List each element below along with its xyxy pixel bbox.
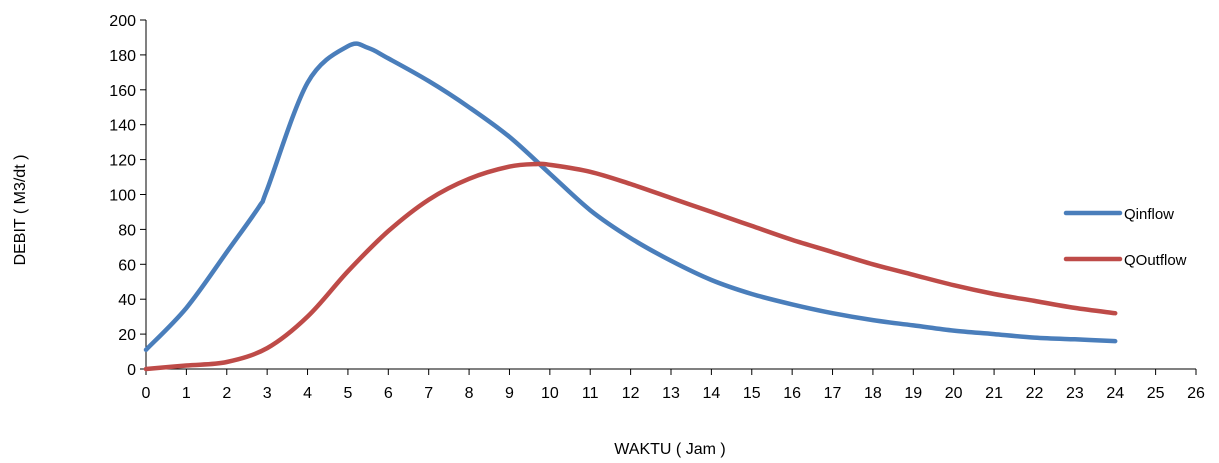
x-tick-label: 23 [1066,385,1084,402]
legend-label-qoutflow: QOutflow [1124,252,1187,269]
x-tick-label: 21 [985,385,1003,402]
x-tick-label: 8 [465,385,474,402]
x-tick-label: 2 [222,385,231,402]
x-tick-label: 16 [783,385,801,402]
x-tick-label: 0 [142,385,151,402]
y-axis-title: DEBIT ( M3/dt ) [12,155,29,266]
x-tick-label: 1 [182,385,191,402]
x-tick-label: 25 [1147,385,1165,402]
y-tick-label: 180 [109,48,136,65]
y-tick-label: 80 [118,222,136,239]
series-line-qoutflow [143,161,1118,372]
y-tick-label: 200 [109,13,136,30]
x-tick-label: 20 [945,385,963,402]
x-tick-label: 5 [343,385,352,402]
x-tick-label: 4 [303,385,312,402]
x-tick-label: 15 [743,385,761,402]
x-tick-label: 11 [582,385,599,402]
series-lines [143,41,1118,372]
x-tick-label: 24 [1106,385,1124,402]
y-tick-label: 40 [118,292,136,309]
x-tick-label: 26 [1187,385,1205,402]
y-tick-label: 20 [118,327,136,344]
y-tick-label: 160 [109,83,136,100]
x-tick-label: 22 [1026,385,1044,402]
x-tick-label: 12 [622,385,640,402]
legend: Qinflow QOutflow [1063,206,1187,269]
x-axis-title: WAKTU ( Jam ) [614,441,725,458]
y-tick-label: 100 [109,188,136,205]
x-tick-label: 14 [702,385,720,402]
y-tick-label: 120 [109,153,136,170]
x-tick-label: 9 [505,385,514,402]
x-tick-label: 17 [824,385,842,402]
legend-label-qinflow: Qinflow [1124,206,1174,223]
y-tick-label: 140 [109,118,136,135]
x-tick-label: 3 [263,385,272,402]
y-tick-label: 0 [127,362,136,379]
x-tick-label: 6 [384,385,393,402]
x-axis-ticks: 0 1 2 3 4 5 6 7 8 9 10 11 12 13 14 15 16 17 18 19 20 21 22 23 24… [142,369,1205,402]
x-tick-label: 18 [864,385,882,402]
series-line-qinflow [143,41,1118,353]
y-tick-label: 60 [118,257,136,274]
y-axis-ticks: 0 20 40 60 80 100 120 140 160 180 200 [109,13,146,379]
x-tick-label: 19 [904,385,922,402]
x-tick-label: 10 [541,385,559,402]
x-tick-label: 7 [424,385,433,402]
x-tick-label: 13 [662,385,680,402]
